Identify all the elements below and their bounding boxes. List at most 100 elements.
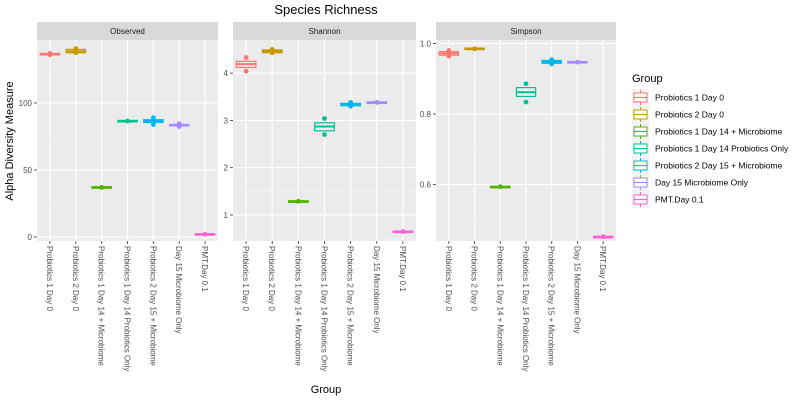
- box-6: [592, 234, 614, 240]
- data-point: [269, 50, 275, 56]
- data-point: [446, 53, 452, 59]
- legend-label: Probiotics 2 Day 15 + Microbiome: [655, 161, 783, 171]
- legend-label: Probiotics 1 Day 14 Probiotics Only: [655, 144, 789, 154]
- x-tick-label: PMT.Day 0.1: [200, 246, 209, 292]
- box-6: [194, 231, 216, 237]
- data-point: [176, 121, 182, 127]
- legend-title: Group: [632, 73, 663, 85]
- x-tick-label: PMT.Day 0.1: [398, 246, 407, 292]
- box-2: [287, 198, 309, 204]
- box-3: [314, 116, 335, 137]
- box-2: [490, 184, 511, 190]
- x-tick-label: Probiotics 2 Day 0: [267, 246, 276, 311]
- box-0: [235, 55, 257, 74]
- x-tick-label: Day 15 Microbiome Only: [572, 246, 581, 334]
- data-point: [99, 185, 105, 190]
- data-point: [348, 103, 354, 109]
- facet-panels: Observed 0 50 100 Probiotics 1 Day 0 Probioti…: [19, 22, 616, 371]
- facet-strip: [233, 22, 416, 40]
- data-point: [243, 55, 249, 60]
- x-tick-label: Probiotics 1 Day 14 + Microbiome: [495, 246, 504, 366]
- box-4: [541, 57, 562, 67]
- data-point: [243, 68, 249, 74]
- legend-label: Probiotics 1 Day 14 + Microbiome: [655, 127, 783, 137]
- legend-items: Probiotics 1 Day 0 Probiotics 2 Day 0 Prob…: [632, 89, 789, 208]
- box-4: [340, 100, 362, 109]
- y-tick-label: 2: [224, 164, 229, 173]
- x-tick-label: Day 15 Microbiome Only: [372, 246, 381, 334]
- box-0: [39, 51, 61, 58]
- panel-shannon: Shannon 1 2 3 4 Probiotics 1 Day 0 Probiotics …: [224, 22, 416, 371]
- data-point: [523, 81, 529, 87]
- box-3: [515, 81, 537, 105]
- x-tick-label: Probiotics 2 Day 0: [71, 246, 80, 311]
- legend-label: Probiotics 1 Day 0: [655, 93, 724, 103]
- data-point: [497, 184, 503, 190]
- data-point: [523, 99, 529, 105]
- x-tick-label: Probiotics 1 Day 14 + Microbiome: [293, 246, 302, 366]
- legend-label: PMT.Day 0.1: [655, 195, 704, 205]
- box-1: [464, 46, 485, 52]
- box-6: [392, 229, 414, 234]
- panel-simpson: Simpson 0.6 0.8 1.0 Probiotics 1 Day 0 Probio…: [420, 22, 616, 371]
- data-point: [374, 100, 380, 105]
- data-point: [295, 198, 301, 204]
- x-tick-label: PMT.Day 0.1: [598, 246, 607, 292]
- x-tick-label: Probiotics 1 Day 14 Probiotics Only: [320, 246, 329, 371]
- chart-title: Species Richness: [274, 2, 378, 17]
- box-0: [438, 48, 460, 59]
- legend-item: Probiotics 1 Day 14 + Microbiome: [632, 123, 783, 140]
- x-tick-label: Probiotics 2 Day 0: [470, 246, 479, 311]
- y-tick-label: 4: [224, 69, 229, 78]
- x-tick-label: Probiotics 1 Day 0: [241, 246, 250, 311]
- data-point: [549, 61, 555, 67]
- x-tick-label: Probiotics 1 Day 14 + Microbiome: [97, 246, 106, 366]
- data-point: [322, 116, 327, 121]
- facet-strip: [436, 22, 616, 40]
- facet-strip: [37, 22, 218, 40]
- data-point: [202, 231, 208, 237]
- legend: Group Probiotics 1 Day 0 Probiotics 2 Day…: [632, 73, 789, 208]
- data-point: [600, 234, 606, 240]
- facet-strip-label: Observed: [110, 27, 145, 36]
- x-tick-label: Probiotics 2 Day 15 + Microbiome: [148, 246, 157, 366]
- y-tick-label: 0: [28, 233, 33, 242]
- legend-item: Day 15 Microbiome Only: [632, 174, 749, 191]
- facet-strip-label: Shannon: [308, 27, 340, 36]
- data-point: [150, 115, 156, 121]
- data-point: [472, 46, 477, 52]
- y-tick-label: 1.0: [420, 40, 432, 49]
- box-5: [168, 121, 190, 129]
- data-point: [150, 122, 156, 127]
- data-point: [47, 51, 53, 56]
- legend-label: Day 15 Microbiome Only: [655, 178, 749, 188]
- legend-item: Probiotics 2 Day 15 + Microbiome: [632, 157, 783, 174]
- legend-item: Probiotics 1 Day 14 Probiotics Only: [632, 140, 789, 157]
- data-point: [269, 47, 275, 52]
- x-tick-label: Probiotics 2 Day 15 + Microbiome: [547, 246, 556, 366]
- y-tick-label: 100: [19, 99, 33, 108]
- box-4: [143, 115, 164, 127]
- legend-item: PMT.Day 0.1: [632, 191, 704, 208]
- box-5: [366, 100, 388, 105]
- box-5: [567, 59, 588, 65]
- x-tick-label: Probiotics 1 Day 14 Probiotics Only: [123, 246, 132, 371]
- legend-label: Probiotics 2 Day 0: [655, 110, 724, 120]
- panel-observed: Observed 0 50 100 Probiotics 1 Day 0 Probioti…: [19, 22, 218, 371]
- box-2: [91, 185, 112, 190]
- x-axis-title: Group: [311, 384, 342, 396]
- x-tick-label: Probiotics 1 Day 0: [45, 246, 54, 311]
- y-tick-label: 50: [23, 166, 32, 175]
- y-tick-label: 0.6: [420, 181, 432, 190]
- data-point: [549, 57, 555, 63]
- box-3: [117, 118, 138, 124]
- x-tick-label: Day 15 Microbiome Only: [174, 246, 183, 334]
- legend-item: Probiotics 1 Day 0: [632, 89, 724, 106]
- legend-item: Probiotics 2 Day 0: [632, 106, 724, 123]
- data-point: [400, 229, 406, 234]
- facet-strip-label: Simpson: [510, 27, 541, 36]
- data-point: [322, 132, 327, 137]
- box-1: [65, 46, 87, 56]
- data-point: [575, 59, 580, 65]
